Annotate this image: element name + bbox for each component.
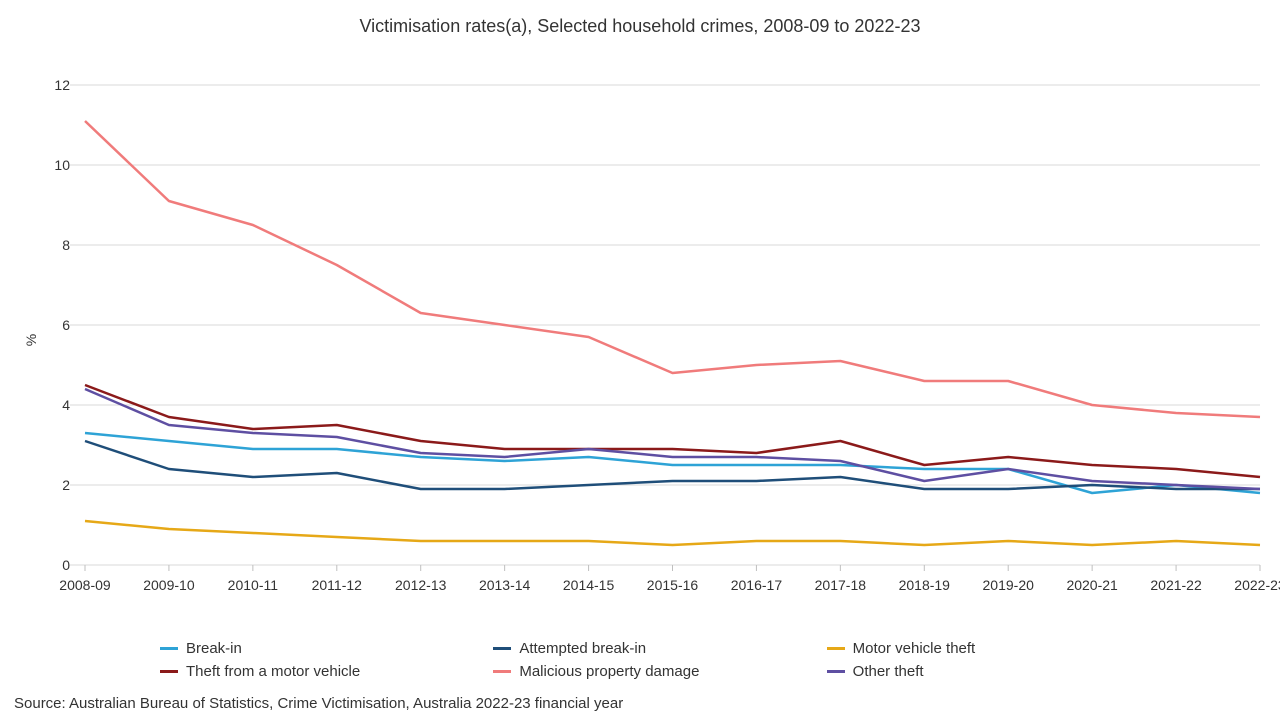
legend-swatch	[160, 647, 178, 650]
x-tick-label: 2010-11	[228, 577, 278, 593]
x-tick-label: 2022-23	[1234, 577, 1280, 593]
legend-label: Break-in	[186, 640, 242, 657]
source-text: Source: Australian Bureau of Statistics,…	[14, 695, 623, 712]
x-tick-label: 2014-15	[563, 577, 614, 593]
legend-swatch	[493, 670, 511, 673]
legend-label: Attempted break-in	[519, 640, 646, 657]
y-tick-label: 12	[40, 77, 70, 93]
y-tick-label: 2	[40, 477, 70, 493]
legend-label: Other theft	[853, 663, 924, 680]
line-chart-svg	[30, 60, 1270, 620]
series-line	[85, 521, 1260, 545]
legend-item: Motor vehicle theft	[827, 640, 1160, 657]
x-tick-label: 2009-10	[143, 577, 194, 593]
x-tick-label: 2018-19	[899, 577, 950, 593]
legend-item: Malicious property damage	[493, 663, 826, 680]
chart-area: % 0246810122008-092009-102010-112011-122…	[30, 60, 1270, 620]
series-line	[85, 385, 1260, 477]
y-tick-label: 0	[40, 557, 70, 573]
legend-swatch	[827, 647, 845, 650]
y-tick-label: 6	[40, 317, 70, 333]
legend-item: Break-in	[160, 640, 493, 657]
x-tick-label: 2019-20	[983, 577, 1034, 593]
x-tick-label: 2020-21	[1066, 577, 1117, 593]
x-tick-label: 2013-14	[479, 577, 530, 593]
y-tick-label: 8	[40, 237, 70, 253]
x-tick-label: 2011-12	[312, 577, 362, 593]
legend-label: Motor vehicle theft	[853, 640, 976, 657]
legend-item: Theft from a motor vehicle	[160, 663, 493, 680]
x-tick-label: 2008-09	[59, 577, 110, 593]
series-line	[85, 389, 1260, 489]
legend-swatch	[827, 670, 845, 673]
x-tick-label: 2021-22	[1150, 577, 1201, 593]
legend: Break-in Attempted break-in Motor vehicle …	[160, 640, 1160, 680]
y-tick-label: 4	[40, 397, 70, 413]
y-tick-label: 10	[40, 157, 70, 173]
chart-title: Victimisation rates(a), Selected househo…	[0, 0, 1280, 37]
x-tick-label: 2015-16	[647, 577, 698, 593]
x-tick-label: 2017-18	[815, 577, 866, 593]
legend-label: Malicious property damage	[519, 663, 699, 680]
legend-label: Theft from a motor vehicle	[186, 663, 360, 680]
legend-swatch	[493, 647, 511, 650]
legend-item: Attempted break-in	[493, 640, 826, 657]
x-tick-label: 2016-17	[731, 577, 782, 593]
legend-item: Other theft	[827, 663, 1160, 680]
x-tick-label: 2012-13	[395, 577, 446, 593]
legend-swatch	[160, 670, 178, 673]
